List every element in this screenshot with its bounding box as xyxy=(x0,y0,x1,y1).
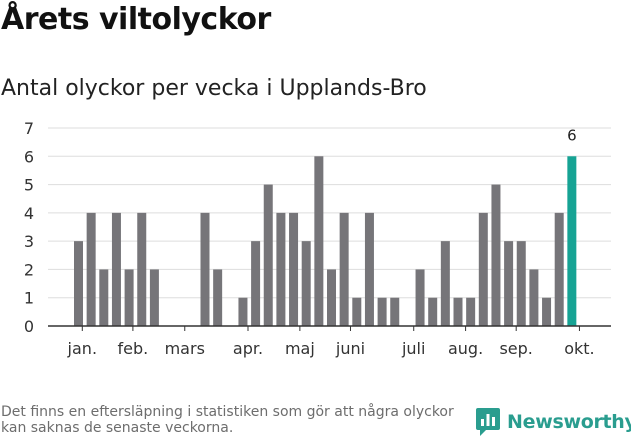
y-tick-label: 5 xyxy=(24,176,34,195)
annotations: 6 xyxy=(567,126,577,144)
bar xyxy=(352,297,362,326)
bar xyxy=(263,184,273,326)
newsworthy-logo-icon xyxy=(476,408,500,436)
bar xyxy=(554,212,564,326)
bar xyxy=(516,241,526,326)
bar xyxy=(390,297,400,326)
bar-chart: 0 1 2 3 4 5 6 7 jan. feb. mars apr. maj juni juli aug.… xyxy=(24,119,611,358)
x-tick-label: juli xyxy=(401,339,425,358)
bar xyxy=(327,269,336,326)
bar xyxy=(377,297,387,326)
x-tick-label: jan. xyxy=(67,339,97,358)
bar xyxy=(238,297,248,326)
x-tick-label: juni xyxy=(335,339,365,358)
x-tick-label: mars xyxy=(165,339,205,358)
y-tick-label: 6 xyxy=(24,147,34,166)
bar xyxy=(339,212,349,326)
y-tick-label: 3 xyxy=(24,232,34,251)
y-tick-label: 0 xyxy=(24,317,34,336)
bar xyxy=(466,297,476,326)
bar xyxy=(301,241,311,326)
bar xyxy=(428,297,438,326)
bar xyxy=(74,241,83,326)
bar xyxy=(289,212,299,326)
bar xyxy=(99,269,109,326)
bar xyxy=(542,297,552,326)
x-tick-label: maj xyxy=(285,339,315,358)
bar xyxy=(478,212,488,326)
y-tick-label: 7 xyxy=(24,119,34,138)
bar xyxy=(440,241,450,326)
x-tick-label: apr. xyxy=(233,339,263,358)
x-tick-label: sep. xyxy=(499,339,532,358)
y-tick-label: 4 xyxy=(24,204,34,223)
bars xyxy=(74,156,577,326)
chart-title: Årets viltolyckor xyxy=(1,2,271,37)
y-tick-label: 2 xyxy=(24,260,34,279)
bar xyxy=(529,269,539,326)
bar xyxy=(314,156,324,326)
brand-name: Newsworthy xyxy=(507,411,631,433)
bar xyxy=(200,212,210,326)
bar xyxy=(504,241,514,326)
bar xyxy=(111,212,121,326)
footnote: Det finns en eftersläpning i statistiken… xyxy=(1,404,454,436)
bar xyxy=(137,212,147,326)
y-tick-label: 1 xyxy=(24,289,34,308)
brand-logo[interactable]: Newsworthy xyxy=(475,406,631,438)
x-axis-labels: jan. feb. mars apr. maj juni juli aug. sep. okt. xyxy=(67,326,595,358)
bar xyxy=(149,269,159,326)
data-label-latest: 6 xyxy=(567,126,577,144)
chart-subtitle: Antal olyckor per vecka i Upplands-Bro xyxy=(1,76,427,101)
bar xyxy=(251,241,261,326)
x-tick-label: feb. xyxy=(118,339,149,358)
x-tick-label: aug. xyxy=(448,339,483,358)
bar xyxy=(213,269,223,326)
bar xyxy=(86,212,96,326)
y-axis-ticks: 0 1 2 3 4 5 6 7 xyxy=(24,119,34,336)
bar xyxy=(491,184,501,326)
bar xyxy=(364,212,374,326)
bar xyxy=(415,269,425,326)
bar xyxy=(453,297,463,326)
bar-highlight xyxy=(567,156,577,326)
bar xyxy=(124,269,134,326)
x-tick-label: okt. xyxy=(564,339,594,358)
bar xyxy=(276,212,286,326)
